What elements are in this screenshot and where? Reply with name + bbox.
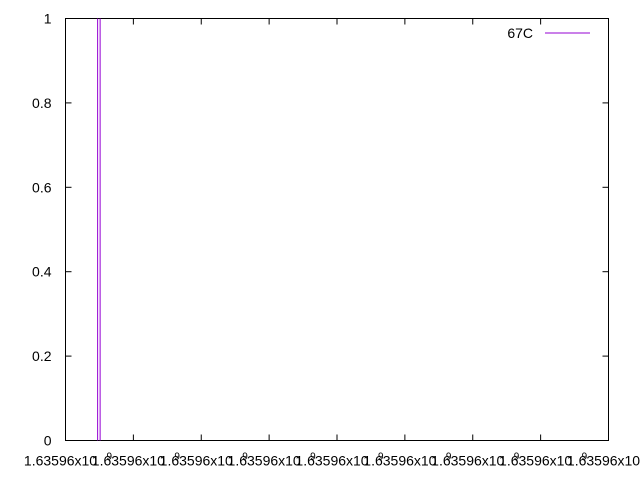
x-tick-label: 1.63596x10 [295,453,368,469]
x-tick-label: 1.63596x10 [160,453,233,469]
y-tick-label: 0.6 [32,179,52,195]
y-tick-label: 0.8 [32,95,52,111]
x-tick-exponent: 9 [242,452,248,463]
x-tick-exponent: 9 [310,452,316,463]
x-tick-exponent: 9 [582,452,588,463]
x-tick-exponent: 9 [107,452,113,463]
y-axis: 0 0.2 0.4 0.6 0.8 1 [32,11,609,449]
series-layer [97,18,101,441]
x-tick-exponent: 9 [174,452,180,463]
x-tick-exponent: 9 [514,452,520,463]
x-tick-label: 1.63596x10 [363,453,436,469]
y-tick-label: 0.2 [32,348,52,364]
x-tick-label: 1.63596x10 [24,453,97,469]
x-axis: 1.63596x10 91.63596x10 91.63596x10 91.63596… [24,18,640,469]
legend-label: 67C [507,25,533,41]
y-tick-label: 0 [44,433,52,449]
x-tick-exponent: 9 [378,452,384,463]
x-tick-exponent: 9 [446,452,452,463]
x-tick-label: 1.63596x10 [567,453,640,469]
x-tick-label: 1.63596x10 [228,453,301,469]
x-tick-label: 1.63596x10 [499,453,572,469]
x-tick-label: 1.63596x10 [431,453,504,469]
plot-frame [65,18,609,441]
x-tick-label: 1.63596x10 [92,453,165,469]
legend: 67C [507,25,590,41]
y-tick-label: 0.4 [32,264,52,280]
y-tick-label: 1 [44,11,52,27]
